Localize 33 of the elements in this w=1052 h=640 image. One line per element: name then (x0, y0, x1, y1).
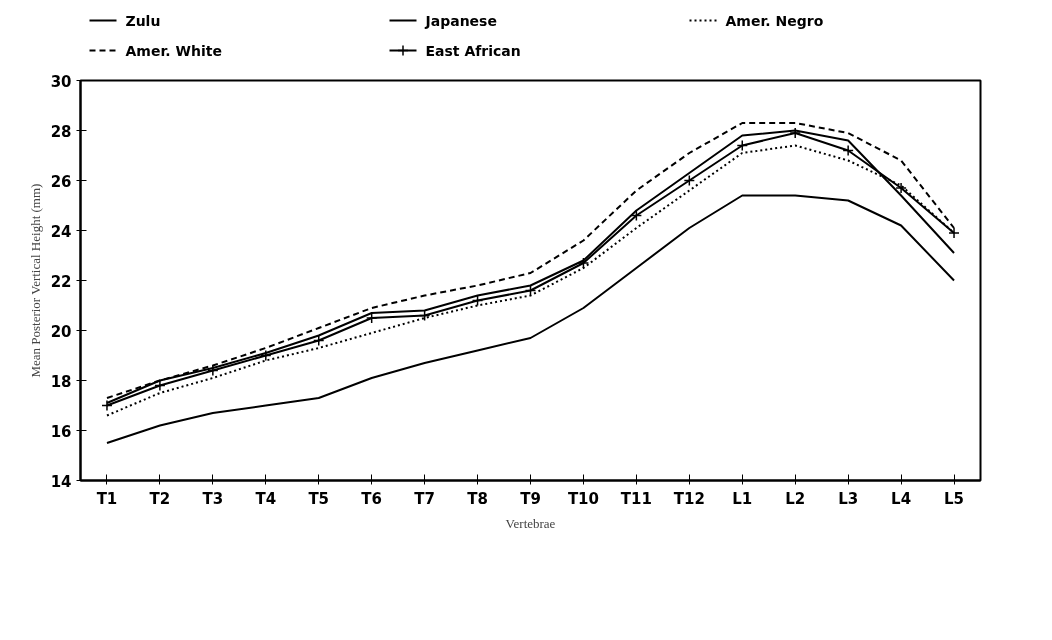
x-tick-label: T5 (308, 489, 330, 508)
legend-label: Zulu (125, 12, 161, 29)
x-tick-label: T7 (414, 489, 435, 508)
legend-label: Japanese (424, 12, 497, 29)
legend-label: Amer. Negro (725, 12, 824, 29)
y-tick-label: 16 (50, 422, 72, 441)
y-tick-label: 18 (50, 372, 72, 391)
x-tick-label: T3 (202, 489, 224, 508)
x-tick-label: T8 (467, 489, 488, 508)
y-axis-title: Mean Posterior Vertical Height (mm) (27, 183, 43, 378)
y-tick-label: 14 (50, 472, 72, 491)
x-tick-label: L2 (785, 489, 806, 508)
x-tick-label: L1 (732, 489, 753, 508)
y-tick-label: 26 (50, 172, 72, 191)
x-tick-label: T9 (520, 489, 541, 508)
y-tick-label: 28 (50, 122, 72, 141)
x-tick-label: T11 (620, 489, 652, 508)
y-tick-label: 20 (50, 322, 72, 341)
legend-label: East African (425, 42, 521, 59)
x-tick-label: L3 (838, 489, 859, 508)
x-axis-title: Vertebrae (505, 515, 556, 531)
y-tick-label: 30 (50, 72, 72, 91)
x-tick-label: T2 (149, 489, 171, 508)
y-tick-label: 22 (50, 272, 72, 291)
x-tick-label: L5 (944, 489, 965, 508)
x-tick-label: T4 (255, 489, 277, 508)
y-tick-label: 24 (50, 222, 72, 241)
x-tick-label: T1 (96, 489, 118, 508)
x-tick-label: L4 (891, 489, 912, 508)
x-tick-label: T12 (673, 489, 705, 508)
x-tick-label: T6 (361, 489, 383, 508)
x-tick-label: T10 (567, 489, 599, 508)
legend-label: Amer. White (125, 42, 222, 59)
